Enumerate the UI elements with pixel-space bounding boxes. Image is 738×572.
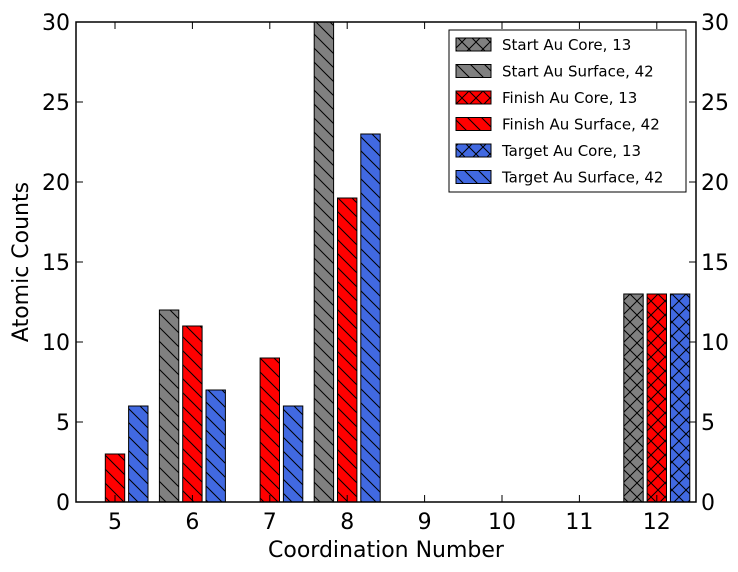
bar — [205, 389, 226, 503]
y-axis-title: Atomic Counts — [9, 182, 34, 342]
bar — [128, 405, 149, 503]
x-axis-title: Coordination Number — [268, 538, 505, 563]
bar — [313, 21, 335, 503]
legend-item: Finish Au Surface, 42 — [455, 116, 660, 134]
legend-item: Start Au Core, 13 — [455, 36, 631, 54]
legend-label: Start Au Surface, 42 — [502, 63, 654, 81]
bar — [259, 357, 281, 503]
y-tick-label-left: 0 — [56, 491, 70, 516]
bar — [646, 293, 667, 503]
legend-label: Finish Au Surface, 42 — [502, 116, 660, 134]
legend: Start Au Core, 13 Start Au Surface, 42 Fin… — [448, 29, 687, 193]
legend-label: Finish Au Core, 13 — [502, 89, 637, 107]
x-tick-label: 8 — [340, 510, 354, 535]
legend-item: Target Au Surface, 42 — [455, 169, 663, 187]
y-tick-label-right: 20 — [701, 171, 729, 196]
legend-label: Target Au Surface, 42 — [501, 169, 663, 187]
legend-item: Finish Au Core, 13 — [455, 89, 637, 107]
y-tick-label-left: 15 — [42, 251, 70, 276]
bar — [158, 309, 180, 503]
legend-item: Target Au Core, 13 — [455, 142, 641, 160]
x-tick-label: 6 — [185, 510, 199, 535]
bar — [623, 293, 644, 503]
y-tick-label-left: 20 — [42, 171, 70, 196]
bar — [360, 133, 381, 503]
y-tick-label-right: 0 — [701, 491, 715, 516]
x-tick-label: 5 — [108, 510, 122, 535]
y-tick-label-left: 30 — [42, 11, 70, 36]
bar — [282, 405, 304, 503]
x-tick-label: 12 — [643, 510, 671, 535]
y-tick-label-right: 15 — [701, 251, 729, 276]
y-tick-label-left: 25 — [42, 91, 70, 116]
legend-item: Start Au Surface, 42 — [455, 63, 654, 81]
x-tick-label: 9 — [418, 510, 432, 535]
legend-box — [448, 29, 687, 193]
bar — [104, 453, 126, 503]
bar — [182, 325, 203, 503]
legend-label: Start Au Core, 13 — [502, 36, 631, 54]
y-tick-label-left: 5 — [56, 411, 70, 436]
y-tick-label-right: 10 — [701, 331, 729, 356]
legend-label: Target Au Core, 13 — [501, 142, 641, 160]
x-tick-label: 7 — [263, 510, 277, 535]
y-tick-label-left: 10 — [42, 331, 70, 356]
axes-layer: 0 0 5 5 10 10 15 15 20 20 25 25 30 30 5 6 7 8 9 10 11 12 — [42, 11, 729, 535]
y-tick-label-right: 30 — [701, 11, 729, 36]
bar — [669, 293, 691, 503]
y-tick-label-right: 25 — [701, 91, 729, 116]
x-tick-label: 10 — [488, 510, 516, 535]
bars-layer — [104, 21, 691, 503]
y-tick-label-right: 5 — [701, 411, 715, 436]
bar — [337, 197, 358, 503]
x-tick-label: 11 — [565, 510, 593, 535]
